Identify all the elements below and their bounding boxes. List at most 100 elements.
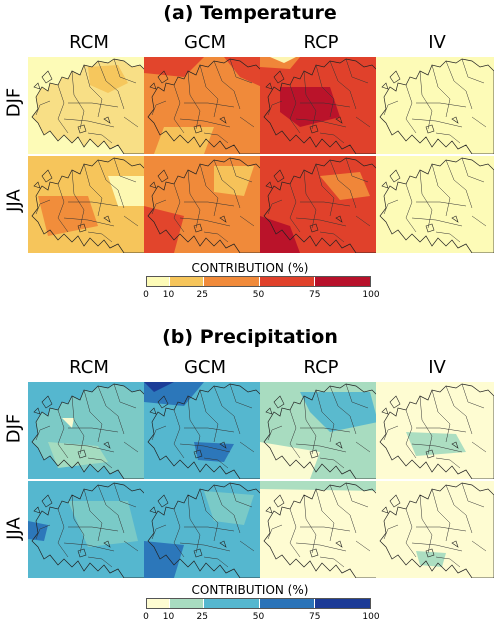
- island-outline: [157, 70, 169, 84]
- col-label-rcm-b: RCM: [69, 357, 109, 378]
- country-border: [199, 488, 219, 542]
- island-outline: [273, 70, 285, 84]
- island-outline: [33, 82, 41, 90]
- island-outline: [265, 506, 273, 514]
- island-outline: [265, 181, 273, 189]
- country-border: [35, 524, 51, 540]
- coastline: [263, 157, 378, 253]
- contribution-patch: [62, 418, 74, 428]
- col-label-iv-b: IV: [428, 357, 446, 378]
- contribution-patch: [270, 57, 296, 63]
- map-prec-rcm-djf: [28, 382, 146, 479]
- country-border: [87, 457, 113, 469]
- island-outline: [193, 223, 203, 233]
- map-temp-iv-jja: [376, 156, 494, 253]
- row-label-djf: DJF: [3, 87, 25, 118]
- country-border: [199, 389, 219, 443]
- contribution-patch: [260, 442, 320, 479]
- colorbar-tick-label: 10: [162, 612, 175, 622]
- country-border: [68, 526, 119, 532]
- island-outline: [149, 181, 157, 189]
- country-border: [416, 526, 467, 532]
- island-outline: [33, 506, 41, 514]
- country-border: [383, 425, 399, 441]
- country-border: [445, 385, 473, 435]
- country-border: [179, 542, 231, 552]
- country-border: [329, 159, 357, 209]
- country-border: [213, 385, 241, 435]
- contribution-patch: [108, 176, 146, 206]
- map-temp-rcm-djf: [28, 57, 146, 154]
- country-border: [319, 132, 345, 144]
- country-border: [405, 183, 417, 233]
- country-border: [239, 441, 255, 453]
- coastline: [147, 58, 262, 154]
- island-outline: [157, 395, 169, 409]
- island-outline: [389, 169, 401, 183]
- colorbar-segment: [202, 599, 259, 608]
- country-border: [68, 102, 119, 108]
- contribution-patch: [144, 57, 204, 77]
- island-outline: [33, 407, 41, 415]
- map-temp-rcp-djf: [260, 57, 378, 154]
- country-border: [203, 457, 229, 469]
- country-border: [151, 100, 167, 116]
- country-border: [435, 231, 461, 243]
- island-outline: [41, 494, 53, 508]
- colorbar-tick-label: 50: [252, 290, 265, 300]
- map-prec-gcm-djf: [144, 382, 262, 479]
- country-border: [445, 159, 473, 209]
- country-border: [411, 542, 463, 552]
- col-label-iv: IV: [428, 32, 446, 53]
- coastline: [147, 157, 262, 253]
- island-outline: [157, 169, 169, 183]
- country-border: [239, 116, 255, 128]
- country-border: [435, 457, 461, 469]
- land-area: [380, 483, 494, 578]
- country-border: [57, 409, 69, 459]
- country-border: [405, 409, 417, 459]
- country-border: [345, 157, 369, 183]
- colorbar-tick-label: 25: [196, 612, 208, 622]
- map-temp-iv-djf: [376, 57, 494, 154]
- land-area: [380, 59, 494, 154]
- country-border: [113, 58, 137, 84]
- country-border: [289, 508, 301, 558]
- colorbar-segment: [258, 599, 315, 608]
- country-border: [151, 199, 167, 215]
- island-outline: [381, 407, 389, 415]
- country-border: [68, 201, 119, 207]
- panel-title-precipitation: (b) Precipitation: [162, 326, 338, 348]
- colorbar-tick-label: 0: [143, 612, 149, 622]
- country-border: [213, 484, 241, 534]
- map-temp-rcm-jja: [28, 156, 146, 253]
- country-border: [113, 157, 137, 183]
- country-border: [173, 183, 185, 233]
- coastline: [31, 383, 146, 479]
- coastline: [263, 383, 378, 479]
- contribution-patch: [416, 551, 446, 567]
- island-outline: [33, 181, 41, 189]
- country-border: [289, 183, 301, 233]
- country-border: [57, 508, 69, 558]
- country-border: [123, 116, 139, 128]
- country-border: [345, 383, 369, 409]
- island-outline: [389, 494, 401, 508]
- island-outline: [425, 223, 435, 233]
- contribution-patch: [154, 127, 214, 154]
- country-border: [123, 215, 139, 227]
- island-outline: [309, 223, 319, 233]
- colorbar-segment: [314, 277, 370, 286]
- country-border: [87, 132, 113, 144]
- map-prec-gcm-jja: [144, 481, 262, 578]
- country-border: [405, 84, 417, 134]
- panel-title-temperature: (a) Temperature: [163, 2, 337, 24]
- island-outline: [451, 441, 459, 449]
- row-label-jja: JJA: [3, 189, 25, 212]
- country-border: [295, 542, 347, 552]
- country-border: [229, 383, 253, 409]
- island-outline: [389, 395, 401, 409]
- country-border: [123, 441, 139, 453]
- land-area: [148, 384, 262, 479]
- contribution-patch: [144, 382, 174, 392]
